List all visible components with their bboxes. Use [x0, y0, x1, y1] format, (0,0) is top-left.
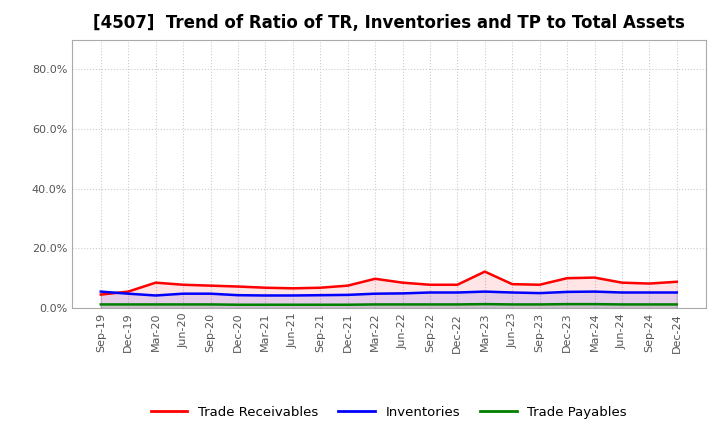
Inventories: [316, 293, 325, 298]
Inventories: [289, 293, 297, 298]
Trade Payables: [96, 302, 105, 307]
Inventories: [261, 293, 270, 298]
Trade Receivables: [618, 280, 626, 285]
Trade Receivables: [206, 283, 215, 288]
Trade Receivables: [316, 285, 325, 290]
Trade Payables: [590, 301, 599, 307]
Trade Receivables: [233, 284, 242, 289]
Legend: Trade Receivables, Inventories, Trade Payables: Trade Receivables, Inventories, Trade Pa…: [145, 400, 632, 424]
Trade Receivables: [179, 282, 187, 287]
Inventories: [453, 290, 462, 295]
Trade Receivables: [508, 282, 516, 287]
Inventories: [371, 291, 379, 296]
Trade Payables: [672, 302, 681, 307]
Inventories: [618, 290, 626, 295]
Trade Payables: [151, 302, 160, 307]
Inventories: [96, 289, 105, 294]
Inventories: [672, 290, 681, 295]
Trade Payables: [426, 302, 434, 307]
Inventories: [206, 291, 215, 296]
Trade Payables: [645, 302, 654, 307]
Trade Receivables: [124, 289, 132, 294]
Trade Payables: [453, 302, 462, 307]
Inventories: [398, 291, 407, 296]
Trade Payables: [343, 302, 352, 308]
Line: Trade Payables: Trade Payables: [101, 304, 677, 305]
Inventories: [151, 293, 160, 298]
Trade Receivables: [672, 279, 681, 284]
Trade Payables: [508, 302, 516, 307]
Inventories: [343, 292, 352, 297]
Trade Receivables: [151, 280, 160, 285]
Trade Receivables: [398, 280, 407, 285]
Trade Payables: [563, 301, 572, 307]
Line: Inventories: Inventories: [101, 292, 677, 296]
Line: Trade Receivables: Trade Receivables: [101, 271, 677, 295]
Trade Receivables: [426, 282, 434, 287]
Trade Payables: [316, 302, 325, 308]
Trade Payables: [536, 302, 544, 307]
Trade Payables: [179, 302, 187, 307]
Trade Receivables: [371, 276, 379, 282]
Inventories: [508, 290, 516, 295]
Trade Payables: [233, 302, 242, 308]
Trade Receivables: [590, 275, 599, 280]
Inventories: [124, 291, 132, 296]
Inventories: [480, 289, 489, 294]
Trade Receivables: [453, 282, 462, 287]
Trade Payables: [480, 301, 489, 307]
Inventories: [563, 289, 572, 294]
Inventories: [536, 290, 544, 296]
Inventories: [645, 290, 654, 295]
Trade Payables: [261, 302, 270, 308]
Trade Receivables: [343, 283, 352, 288]
Inventories: [233, 293, 242, 298]
Trade Payables: [398, 302, 407, 307]
Trade Payables: [124, 302, 132, 307]
Inventories: [426, 290, 434, 295]
Trade Payables: [206, 302, 215, 307]
Trade Receivables: [536, 282, 544, 287]
Inventories: [179, 291, 187, 296]
Trade Receivables: [645, 281, 654, 286]
Title: [4507]  Trend of Ratio of TR, Inventories and TP to Total Assets: [4507] Trend of Ratio of TR, Inventories…: [93, 15, 685, 33]
Trade Payables: [618, 302, 626, 307]
Trade Receivables: [480, 269, 489, 274]
Trade Receivables: [289, 286, 297, 291]
Trade Receivables: [261, 285, 270, 290]
Inventories: [590, 289, 599, 294]
Trade Payables: [371, 302, 379, 307]
Trade Receivables: [563, 275, 572, 281]
Trade Receivables: [96, 292, 105, 297]
Trade Payables: [289, 302, 297, 308]
